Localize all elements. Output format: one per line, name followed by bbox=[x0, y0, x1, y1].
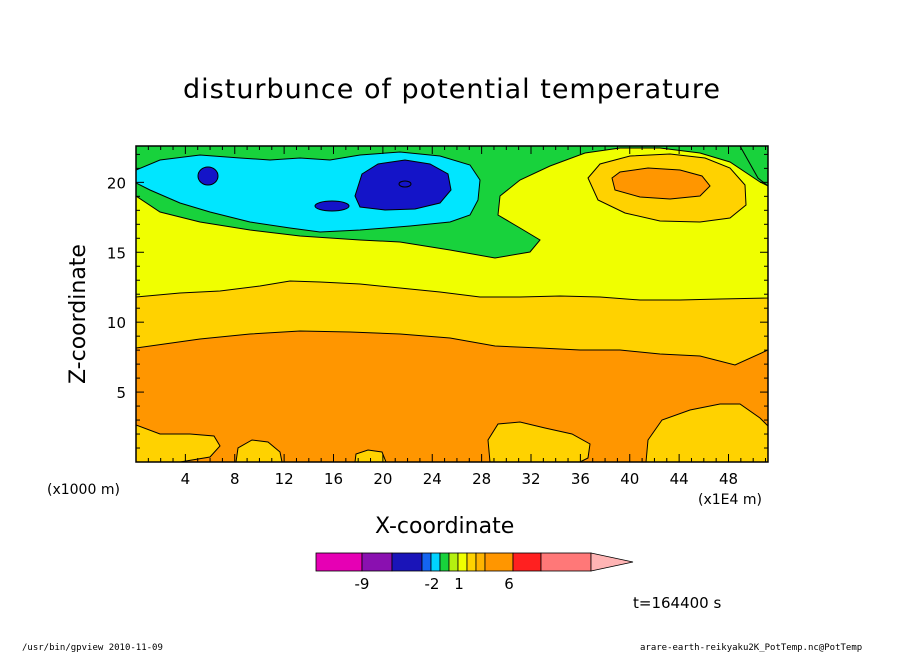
colorbar-arrow bbox=[590, 552, 634, 572]
colorbar-segment bbox=[540, 552, 592, 572]
region-bottom-bump-3 bbox=[354, 449, 387, 462]
x-tick-label: 48 bbox=[719, 470, 738, 488]
y-tick-label: 10 bbox=[107, 314, 126, 332]
x-tick-label: 12 bbox=[275, 470, 294, 488]
colorbar-label: -2 bbox=[425, 575, 440, 593]
footer-right: arare-earth-reikyaku2K_PotTemp.nc@PotTem… bbox=[640, 643, 863, 653]
region-blue-core bbox=[398, 180, 412, 188]
region-blue-small-mid bbox=[314, 200, 350, 212]
chart-title: disturbunce of potential temperature bbox=[183, 74, 721, 105]
colorbar-label: 6 bbox=[504, 575, 514, 593]
colorbar-segment bbox=[512, 552, 542, 572]
plot-frame bbox=[135, 145, 769, 463]
colorbar-segment bbox=[466, 552, 477, 572]
colorbar-segment bbox=[457, 552, 468, 572]
colorbar-segment bbox=[421, 552, 432, 572]
x-tick-label: 44 bbox=[670, 470, 689, 488]
y-tick-label: 15 bbox=[107, 244, 126, 262]
x-tick-label: 40 bbox=[620, 470, 639, 488]
x-tick-label: 24 bbox=[423, 470, 442, 488]
x-tick-label: 32 bbox=[521, 470, 540, 488]
region-bottom-bump-4 bbox=[487, 421, 591, 462]
region-blue-small-left bbox=[197, 166, 219, 186]
x-tick-label: 8 bbox=[230, 470, 240, 488]
y-tick-label: 20 bbox=[107, 174, 126, 192]
footer-left: /usr/bin/gpview 2010-11-09 bbox=[22, 643, 163, 653]
x-tick-label: 36 bbox=[571, 470, 590, 488]
y-tick-label: 5 bbox=[116, 384, 126, 402]
colorbar: -9 -2 1 6 bbox=[315, 552, 634, 593]
colorbar-segment bbox=[315, 552, 363, 572]
x-units-left: (x1000 m) bbox=[47, 482, 120, 498]
colorbar-segment bbox=[475, 552, 486, 572]
x-axis-ticks: 4 8 12 16 20 24 28 32 36 40 44 48 bbox=[147, 146, 767, 488]
region-bottom-left-bump bbox=[136, 424, 221, 462]
x-tick-label: 20 bbox=[373, 470, 392, 488]
contour-fill-layers bbox=[136, 146, 768, 462]
x-axis-title: X-coordinate bbox=[375, 514, 515, 539]
x-units-right: (x1E4 m) bbox=[698, 492, 762, 508]
y-axis-title: Z-coordinate bbox=[66, 244, 91, 384]
region-warm-inner bbox=[611, 167, 711, 200]
x-tick-label: 28 bbox=[472, 470, 491, 488]
colorbar-segment bbox=[361, 552, 393, 572]
region-bottom-right-bump bbox=[645, 403, 768, 462]
colorbar-segment bbox=[448, 552, 459, 572]
colorbar-segment bbox=[439, 552, 450, 572]
x-tick-label: 4 bbox=[181, 470, 191, 488]
y-axis-ticks: 5 10 15 20 bbox=[107, 153, 768, 449]
region-bottom-bump-2 bbox=[235, 439, 283, 462]
colorbar-segment bbox=[484, 552, 514, 572]
x-tick-label: 16 bbox=[324, 470, 343, 488]
region-green-top-right bbox=[739, 146, 768, 187]
colorbar-segment bbox=[430, 552, 441, 572]
colorbar-segment bbox=[391, 552, 423, 572]
time-label: t=164400 s bbox=[633, 594, 722, 612]
colorbar-label: -9 bbox=[355, 575, 370, 593]
colorbar-label: 1 bbox=[454, 575, 464, 593]
